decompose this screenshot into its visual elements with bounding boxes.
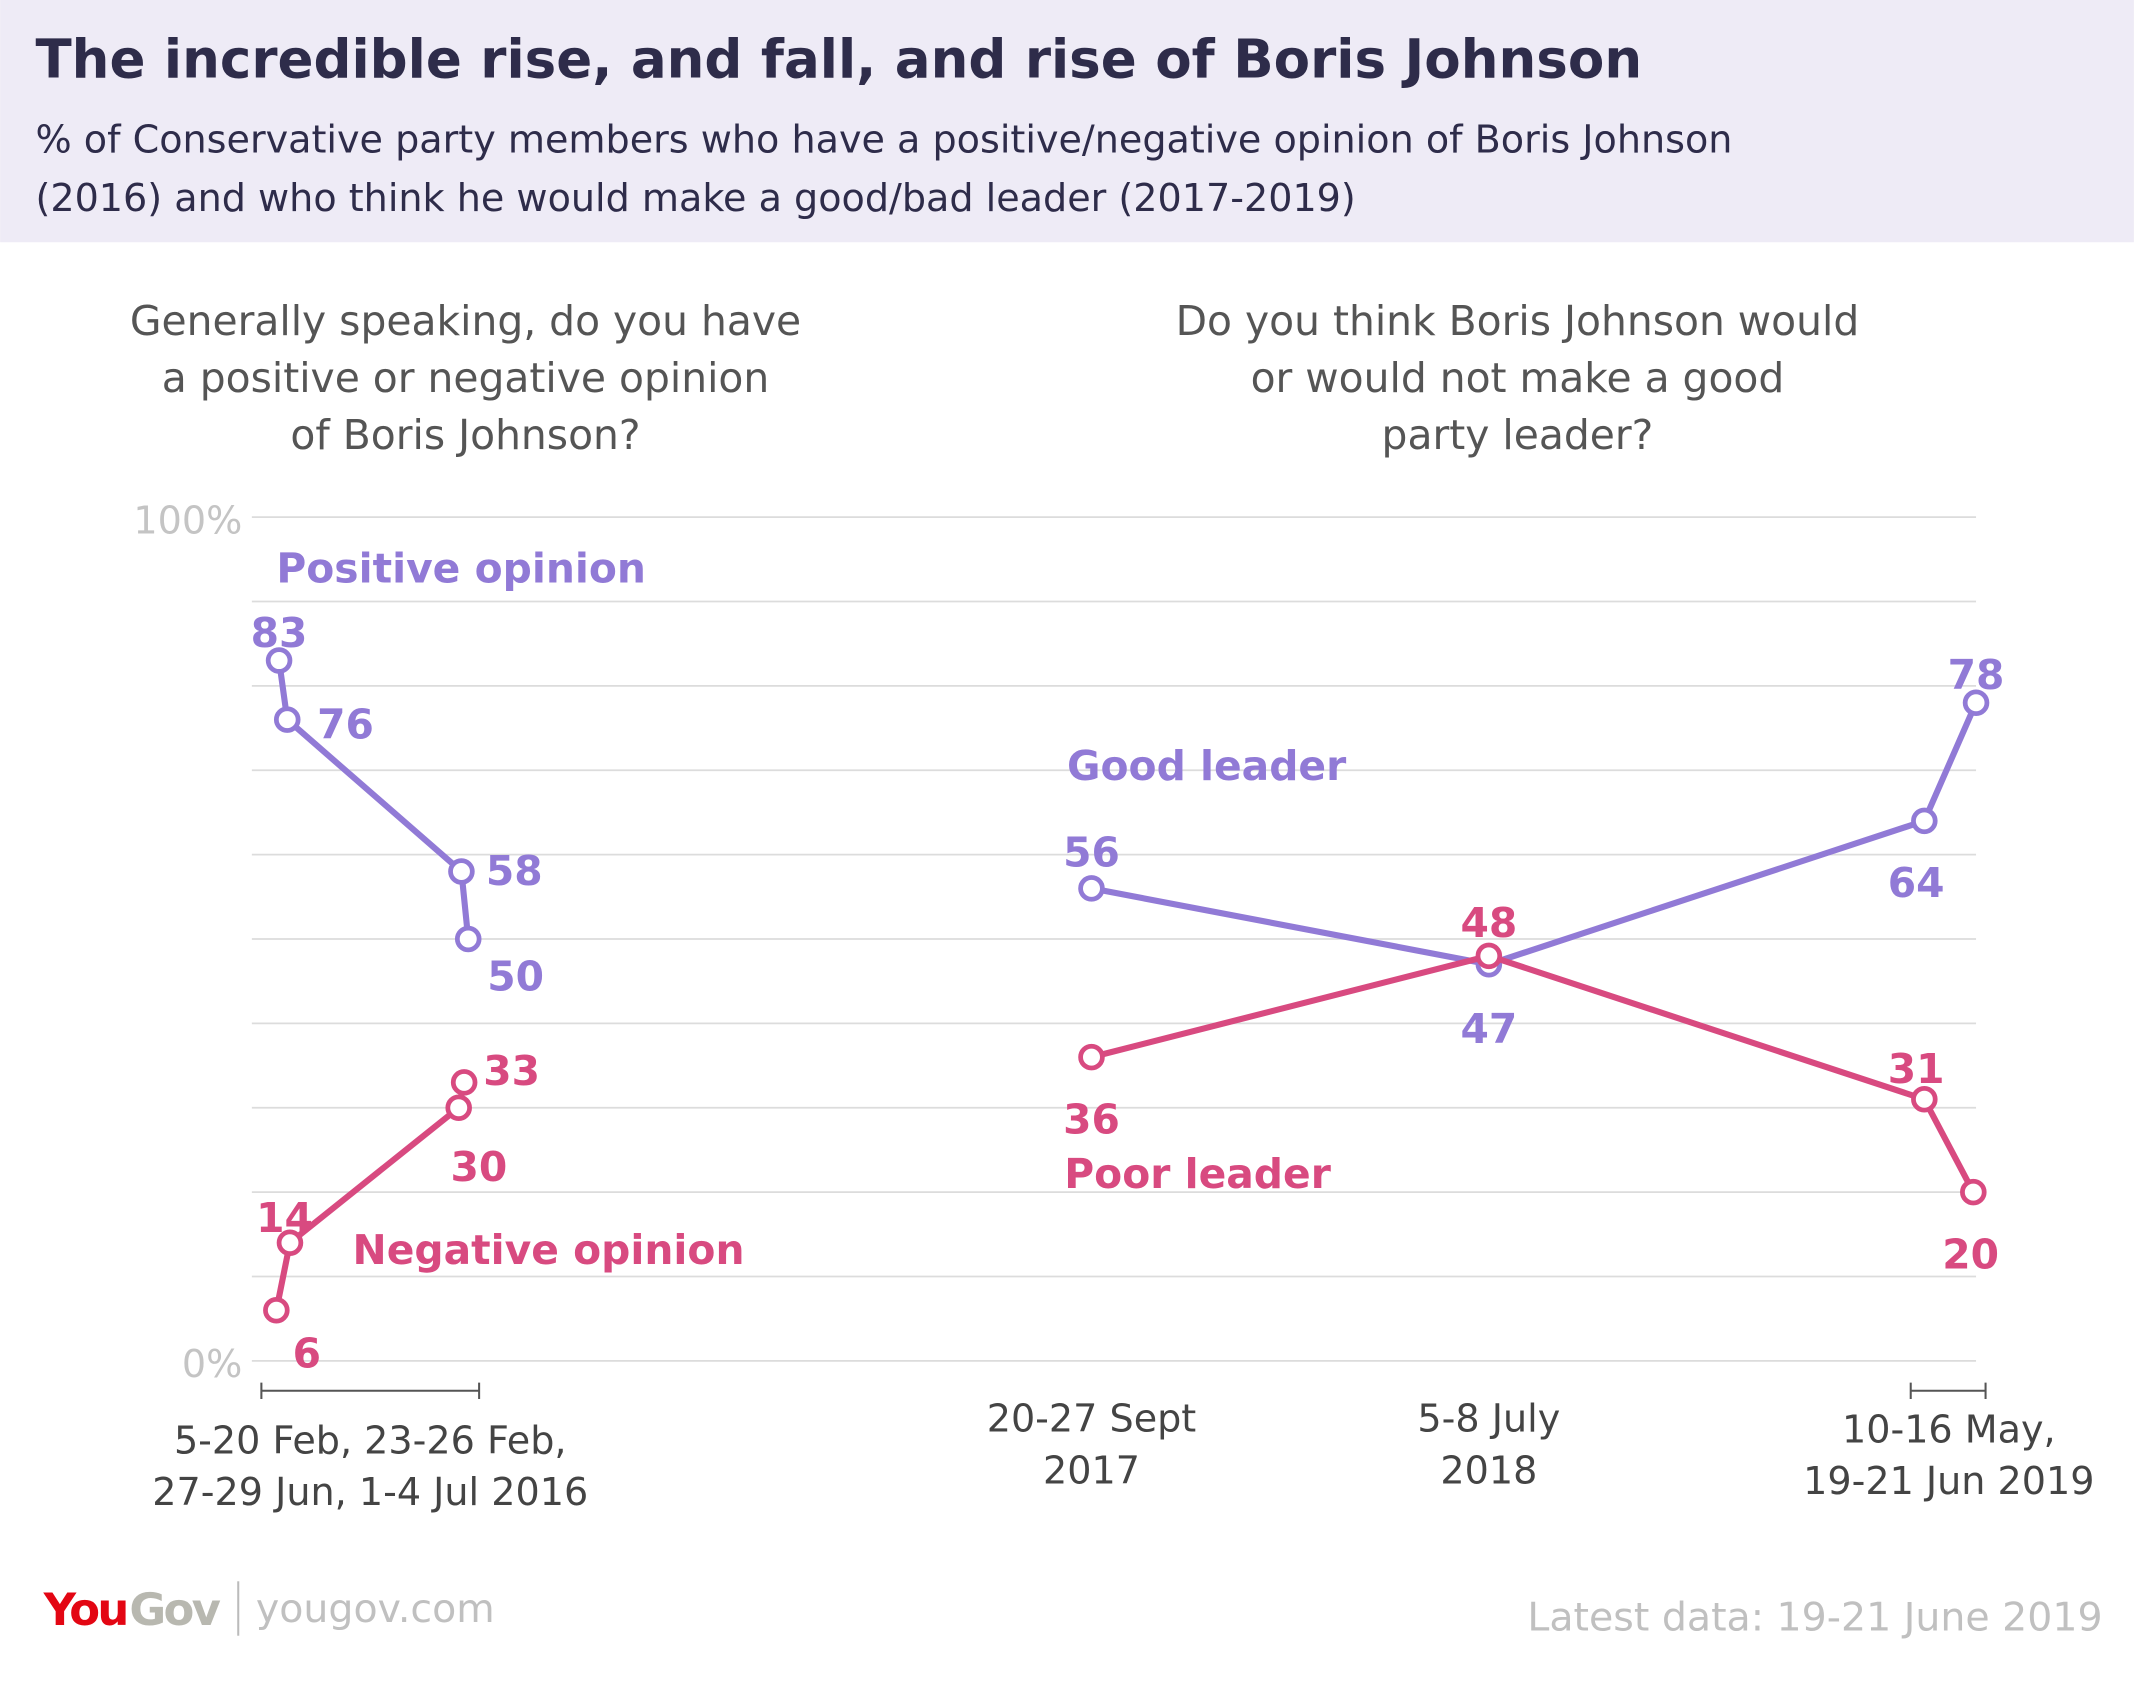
data-point xyxy=(1960,1178,1987,1206)
left-question-line-1: Generally speaking, do you have xyxy=(130,297,801,345)
x-label-2018-1: 5-8 July xyxy=(1417,1397,1560,1441)
data-label: 31 xyxy=(1888,1045,1945,1093)
series-line xyxy=(276,660,472,940)
data-label: 48 xyxy=(1460,899,1517,947)
data-label: 36 xyxy=(1063,1095,1120,1143)
x-label-2017-2: 2017 xyxy=(1043,1448,1140,1492)
data-point xyxy=(1078,1043,1105,1071)
series-line xyxy=(1090,952,1977,1194)
x-label-2017-1: 20-27 Sept xyxy=(987,1397,1197,1441)
gridlines xyxy=(251,516,1977,1362)
data-label: 64 xyxy=(1888,859,1945,907)
data-label: 33 xyxy=(483,1047,540,1095)
chart-subtitle-line-2: (2016) and who think he would make a goo… xyxy=(35,176,1355,220)
svg-text:Gov: Gov xyxy=(129,1583,220,1636)
data-point xyxy=(276,1229,304,1256)
data-point xyxy=(1078,875,1105,902)
left-x-label-2: 27-29 Jun, 1-4 Jul 2016 xyxy=(152,1470,588,1514)
data-label: 76 xyxy=(317,701,374,749)
header-band xyxy=(0,0,2134,243)
left-x-label-1: 5-20 Feb, 23-26 Feb, xyxy=(174,1418,567,1462)
y-tick-100: 100% xyxy=(133,498,242,542)
right-x-bracket xyxy=(1909,1382,1987,1399)
data-label: 6 xyxy=(293,1329,321,1377)
data-point xyxy=(1962,689,1990,717)
data-label: 83 xyxy=(251,609,308,657)
right-question-line-3: party leader? xyxy=(1382,411,1654,459)
data-point xyxy=(263,1296,290,1324)
x-label-2018-2: 2018 xyxy=(1440,1448,1537,1492)
data-label: 50 xyxy=(487,953,544,1001)
yougov-logo: You Gov xyxy=(43,1583,224,1636)
legend-good-leader: Good leader xyxy=(1067,742,1346,790)
data-point xyxy=(265,647,293,674)
data-point xyxy=(454,925,482,953)
legend-negative-opinion: Negative opinion xyxy=(353,1226,745,1274)
footer-latest-data: Latest data: 19-21 June 2019 xyxy=(1527,1594,2102,1640)
chart-subtitle-line-1: % of Conservative party members who have… xyxy=(35,117,1732,161)
svg-text:You: You xyxy=(43,1583,127,1636)
legend-positive-opinion: Positive opinion xyxy=(276,544,646,592)
x-label-2019-2: 19-21 Jun 2019 xyxy=(1803,1459,2094,1503)
data-label: 30 xyxy=(451,1143,508,1191)
data-point xyxy=(1911,1086,1938,1113)
data-label: 58 xyxy=(486,847,543,895)
data-label: 14 xyxy=(256,1194,313,1242)
data-point xyxy=(448,858,475,885)
series-line xyxy=(1090,701,1979,968)
series-good-leader: 56 47 64 78 xyxy=(1063,651,2004,1053)
chart-title: The incredible rise, and fall, and rise … xyxy=(35,29,1642,91)
y-tick-0: 0% xyxy=(182,1342,242,1386)
left-question-line-3: of Boris Johnson? xyxy=(290,411,640,459)
legend-poor-leader: Poor leader xyxy=(1064,1150,1331,1198)
data-label: 56 xyxy=(1063,829,1120,877)
data-label: 47 xyxy=(1460,1005,1517,1053)
left-x-bracket xyxy=(260,1382,481,1399)
data-point xyxy=(1911,807,1938,835)
right-question-line-2: or would not make a good xyxy=(1251,354,1785,402)
right-question-line-1: Do you think Boris Johnson would xyxy=(1176,297,1860,345)
data-label: 78 xyxy=(1948,651,2005,699)
x-label-2019-1: 10-16 May, xyxy=(1842,1407,2056,1451)
series-poor-leader: 36 48 31 20 xyxy=(1063,899,1999,1279)
data-point xyxy=(450,1069,478,1096)
data-point xyxy=(1475,942,1503,970)
left-question-line-2: a positive or negative opinion xyxy=(162,354,770,402)
data-label: 20 xyxy=(1942,1230,1999,1278)
data-point xyxy=(445,1094,472,1121)
data-point xyxy=(273,706,301,733)
series-negative-opinion: 6 14 30 33 xyxy=(256,1047,540,1377)
footer-url[interactable]: yougov.com xyxy=(256,1586,495,1632)
